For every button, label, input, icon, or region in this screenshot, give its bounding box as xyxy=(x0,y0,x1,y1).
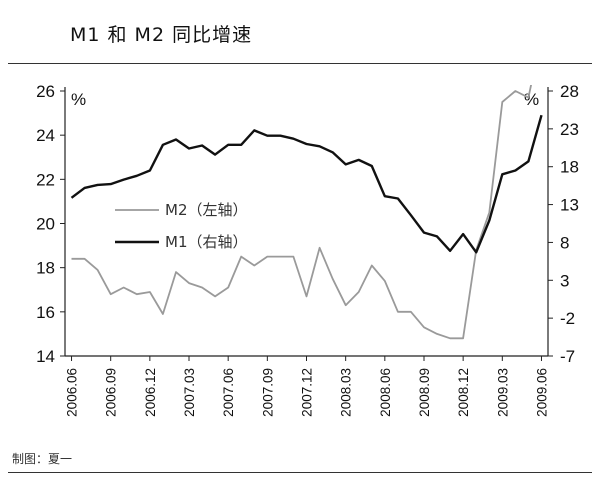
left-unit-label: % xyxy=(71,90,86,109)
x-tick-label: 2007.12 xyxy=(300,368,315,417)
series-line-1 xyxy=(71,85,532,340)
right-tick-label: 28 xyxy=(560,82,579,101)
title-divider xyxy=(8,63,592,64)
chart-series xyxy=(70,85,543,340)
x-tick-label: 2006.09 xyxy=(104,368,119,417)
right-tick-label: 13 xyxy=(560,196,579,215)
legend-label-2: M1（右轴） xyxy=(165,233,248,251)
series-line-2 xyxy=(70,114,543,254)
chart-axes: 14 16 18 20 22 24 26 -7 -2 3 8 13 18 23 28% % 2006.06 200… xyxy=(36,82,579,417)
x-tick-label: 2008.09 xyxy=(417,368,432,417)
x-tick-label: 2008.12 xyxy=(456,368,471,417)
chart-legend: M2（左轴） M1（右轴） xyxy=(115,201,248,251)
left-tick-label: 14 xyxy=(36,347,55,366)
x-tick-label: 2006.06 xyxy=(65,368,80,417)
left-tick-label: 24 xyxy=(36,126,55,145)
right-tick-label: 8 xyxy=(560,233,569,252)
left-tick-label: 18 xyxy=(36,259,55,278)
x-tick-label: 2008.06 xyxy=(378,368,393,417)
right-tick-label: -2 xyxy=(560,309,575,328)
left-tick-label: 16 xyxy=(36,303,55,322)
chart-credit: 制图：夏一 xyxy=(12,452,73,466)
right-tick-label: 23 xyxy=(560,120,579,139)
x-tick-label: 2009.03 xyxy=(495,368,510,417)
x-tick-label: 2006.12 xyxy=(143,368,158,417)
chart-title: M1 和 M2 同比增速 xyxy=(70,24,253,46)
left-tick-label: 20 xyxy=(36,215,55,234)
right-unit-label: % xyxy=(524,90,539,109)
x-tick-label: 2008.03 xyxy=(339,368,354,417)
right-tick-label: -7 xyxy=(560,347,575,366)
x-tick-label: 2007.03 xyxy=(182,368,197,417)
footer-divider xyxy=(8,472,592,473)
legend-label-1: M2（左轴） xyxy=(165,201,248,219)
left-tick-label: 26 xyxy=(36,82,55,101)
left-tick-label: 22 xyxy=(36,170,55,189)
right-tick-label: 18 xyxy=(560,158,579,177)
x-tick-label: 2009.06 xyxy=(534,368,549,417)
right-tick-label: 3 xyxy=(560,271,569,290)
x-tick-label: 2007.09 xyxy=(260,368,275,417)
x-tick-label: 2007.06 xyxy=(221,368,236,417)
